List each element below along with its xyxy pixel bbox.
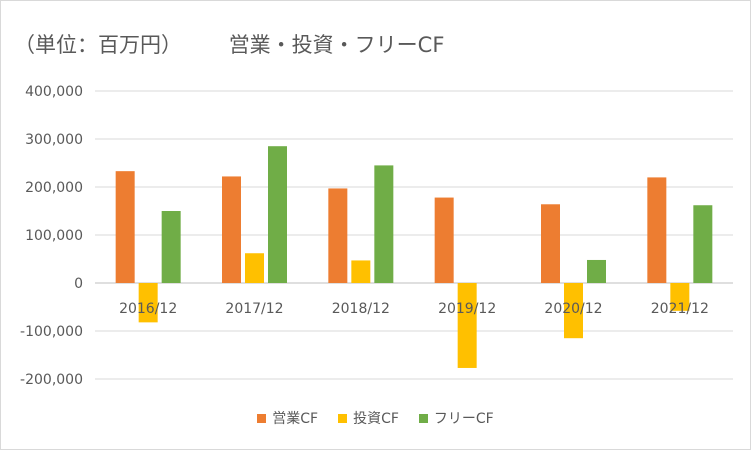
- y-tick-label: 200,000: [25, 180, 83, 196]
- bar-営業CF-2018/12: [328, 188, 348, 283]
- bar-投資CF-2016/12: [138, 283, 158, 323]
- bar-営業CF-2016/12: [115, 171, 135, 283]
- legend-swatch: [418, 413, 428, 423]
- legend-item: 投資CF: [338, 408, 399, 428]
- bar-営業CF-2019/12: [434, 197, 454, 283]
- x-tick-label: 2019/12: [438, 301, 496, 317]
- x-tick-label: 2020/12: [544, 301, 602, 317]
- y-tick-label: 300,000: [25, 132, 83, 148]
- bar-フリーCF-2018/12: [374, 165, 394, 283]
- bar-投資CF-2017/12: [245, 253, 264, 283]
- x-tick-label: 2018/12: [332, 301, 390, 317]
- bar-フリーCF-2017/12: [268, 146, 287, 283]
- y-tick-label: 100,000: [25, 228, 83, 244]
- bar-営業CF-2017/12: [222, 176, 241, 283]
- legend-label: 投資CF: [353, 411, 399, 427]
- bar-フリーCF-2016/12: [161, 211, 181, 283]
- legend-item: フリーCF: [418, 408, 494, 428]
- y-tick-label: 0: [74, 276, 83, 292]
- legend-label: 営業CF: [272, 411, 319, 427]
- bar-投資CF-2018/12: [351, 260, 371, 283]
- bar-投資CF-2021/12: [670, 283, 690, 311]
- x-tick-label: 2016/12: [119, 301, 177, 317]
- x-tick-label: 2021/12: [651, 301, 709, 317]
- legend-swatch: [257, 413, 267, 423]
- legend-item: 営業CF: [257, 408, 318, 428]
- chart-title-area: （単位：百万円） 営業・投資・フリーCF: [14, 28, 444, 62]
- chart-legend: 営業CF 投資CF フリーCF: [0, 408, 751, 428]
- y-tick-label: -200,000: [20, 372, 83, 388]
- bar-フリーCF-2020/12: [587, 259, 606, 283]
- legend-label: フリーCF: [433, 411, 494, 427]
- bar-フリーCF-2021/12: [693, 205, 713, 283]
- bar-営業CF-2021/12: [647, 177, 667, 283]
- legend-swatch: [338, 413, 348, 423]
- bar-投資CF-2020/12: [564, 283, 583, 339]
- y-tick-label: 400,000: [25, 84, 83, 100]
- x-tick-label: 2017/12: [225, 301, 283, 317]
- y-tick-label: -100,000: [20, 324, 83, 340]
- chart-title: 営業・投資・フリーCF: [228, 33, 445, 57]
- bar-投資CF-2019/12: [457, 283, 477, 368]
- unit-note: （単位：百万円）: [14, 33, 182, 57]
- bar-営業CF-2020/12: [541, 204, 560, 283]
